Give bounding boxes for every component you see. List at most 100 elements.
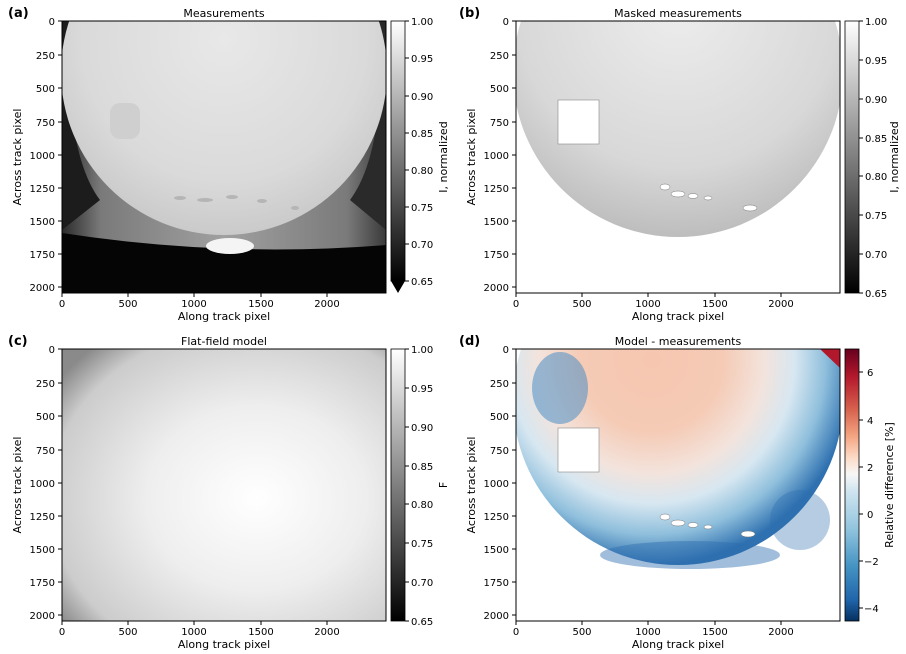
colorbar-tick-label: 6 xyxy=(867,368,873,379)
colorbar-tick-label: 0.95 xyxy=(411,384,433,395)
x-tick-label: 1000 xyxy=(181,627,206,638)
panel-a-y-ticks: 0 250 500 750 1000 1250 1500 1750 2000 xyxy=(30,17,62,294)
x-tick-label: 2000 xyxy=(314,627,339,638)
x-tick-label: 1500 xyxy=(702,627,727,638)
y-tick-label: 250 xyxy=(36,51,55,62)
y-tick-label: 1500 xyxy=(484,217,509,228)
colorbar-tick-label: 0.65 xyxy=(411,277,433,288)
panel-c-title: Flat-field model xyxy=(181,335,267,348)
panel-c-xlabel: Along track pixel xyxy=(178,638,270,651)
y-tick-label: 500 xyxy=(36,84,55,95)
y-tick-label: 250 xyxy=(36,379,55,390)
x-tick-label: 500 xyxy=(118,299,137,310)
x-tick-label: 500 xyxy=(572,299,591,310)
panel-c-ylabel: Across track pixel xyxy=(11,437,24,534)
y-tick-label: 0 xyxy=(49,17,55,28)
y-tick-label: 500 xyxy=(36,412,55,423)
masked-region xyxy=(557,99,600,145)
masked-region xyxy=(557,427,600,473)
panel-b-y-ticks: 0 250 500 750 1000 1250 1500 1750 2000 xyxy=(484,17,516,294)
panel-c-x-ticks: 0 500 1000 1500 2000 xyxy=(59,621,340,638)
y-tick-label: 2000 xyxy=(30,611,55,622)
panel-c-frame xyxy=(61,348,387,622)
x-tick-label: 1000 xyxy=(181,299,206,310)
colorbar-tick-label: 0.85 xyxy=(411,462,433,473)
y-tick-label: 2000 xyxy=(30,283,55,294)
panel-d-colorbar-label: Relative difference [%] xyxy=(883,422,896,548)
x-tick-label: 1500 xyxy=(248,299,273,310)
colorbar-extend-triangle xyxy=(391,281,405,293)
colorbar-tick-label: 1.00 xyxy=(411,17,433,28)
panel-a-x-ticks: 0 500 1000 1500 2000 xyxy=(59,293,340,310)
colorbar-tick-label: 0.70 xyxy=(411,240,433,251)
panel-d-y-ticks: 0 250 500 750 1000 1250 1500 1750 2000 xyxy=(484,345,516,622)
y-tick-label: 1750 xyxy=(484,578,509,589)
y-tick-label: 1500 xyxy=(484,545,509,556)
panel-b-xlabel: Along track pixel xyxy=(632,310,724,323)
y-tick-label: 1750 xyxy=(30,578,55,589)
colorbar-tick-label: 1.00 xyxy=(411,345,433,356)
y-tick-label: 2000 xyxy=(484,283,509,294)
y-tick-label: 1250 xyxy=(30,512,55,523)
panel-a-colorbar-label: I, normalized xyxy=(437,121,450,192)
y-tick-label: 500 xyxy=(490,412,509,423)
y-tick-label: 1250 xyxy=(484,184,509,195)
x-tick-label: 0 xyxy=(59,299,65,310)
colorbar-tick-label: 0.70 xyxy=(865,250,887,261)
panel-c: (c) Flat-field model 0 500 1000 1500 200… xyxy=(8,334,450,651)
panel-b-colorbar-label: I, normalized xyxy=(888,121,901,192)
colorbar-tick-label: 0.80 xyxy=(411,500,433,511)
y-tick-label: 1000 xyxy=(484,151,509,162)
y-tick-label: 250 xyxy=(490,51,509,62)
y-tick-label: 1500 xyxy=(30,217,55,228)
colorbar-tick-label: 0.80 xyxy=(411,166,433,177)
panel-b-frame xyxy=(515,20,841,294)
colorbar-tick-label: 0.65 xyxy=(865,289,887,300)
y-tick-label: 1000 xyxy=(30,479,55,490)
colorbar-tick-label: 0.85 xyxy=(411,129,433,140)
colorbar-tick-label: 0 xyxy=(867,510,873,521)
panel-a-title: Measurements xyxy=(183,7,265,20)
y-tick-label: 1500 xyxy=(30,545,55,556)
colorbar-tick-label: 2 xyxy=(867,463,873,474)
colorbar-tick-label: 0.75 xyxy=(411,203,433,214)
y-tick-label: 250 xyxy=(490,379,509,390)
y-tick-label: 1250 xyxy=(484,512,509,523)
y-tick-label: 0 xyxy=(49,345,55,356)
panel-b-title: Masked measurements xyxy=(614,7,742,20)
y-tick-label: 750 xyxy=(490,446,509,457)
panel-d-colorbar: 6 4 2 0 −2 −4 Relative difference [%] xyxy=(844,348,896,622)
panel-d-image xyxy=(516,349,840,621)
colorbar-tick-label: 0.75 xyxy=(411,539,433,550)
panel-b-x-ticks: 0 500 1000 1500 2000 xyxy=(513,293,794,310)
panel-b-image xyxy=(516,21,840,293)
y-tick-label: 750 xyxy=(36,446,55,457)
x-tick-label: 500 xyxy=(118,627,137,638)
panel-d-frame xyxy=(515,348,841,622)
x-tick-label: 1000 xyxy=(635,299,660,310)
panel-a: (a) Measurements 0 500 1000 1 xyxy=(8,6,450,323)
panel-d-x-ticks: 0 500 1000 1500 2000 xyxy=(513,621,794,638)
y-tick-label: 500 xyxy=(490,84,509,95)
x-tick-label: 2000 xyxy=(768,299,793,310)
panel-a-image xyxy=(62,21,386,293)
colorbar-tick-label: 0.75 xyxy=(865,211,887,222)
x-tick-label: 1500 xyxy=(702,299,727,310)
y-tick-label: 0 xyxy=(503,17,509,28)
panel-d-ylabel: Across track pixel xyxy=(465,437,478,534)
panel-c-colorbar: 1.00 0.95 0.90 0.85 0.80 0.75 0.70 0.65 … xyxy=(390,345,450,628)
colorbar-tick-label: 0.85 xyxy=(865,134,887,145)
x-tick-label: 1000 xyxy=(635,627,660,638)
panel-a-xlabel: Along track pixel xyxy=(178,310,270,323)
colorbar-tick-label: 1.00 xyxy=(865,17,887,28)
x-tick-label: 0 xyxy=(513,299,519,310)
panel-d-letter: (d) xyxy=(459,334,480,349)
panel-a-frame xyxy=(61,20,387,294)
colorbar-tick-label: 0.80 xyxy=(865,172,887,183)
x-tick-label: 0 xyxy=(513,627,519,638)
y-tick-label: 1000 xyxy=(484,479,509,490)
y-tick-label: 0 xyxy=(503,345,509,356)
colorbar-tick-label: 0.95 xyxy=(411,54,433,65)
panel-a-letter: (a) xyxy=(8,6,29,21)
